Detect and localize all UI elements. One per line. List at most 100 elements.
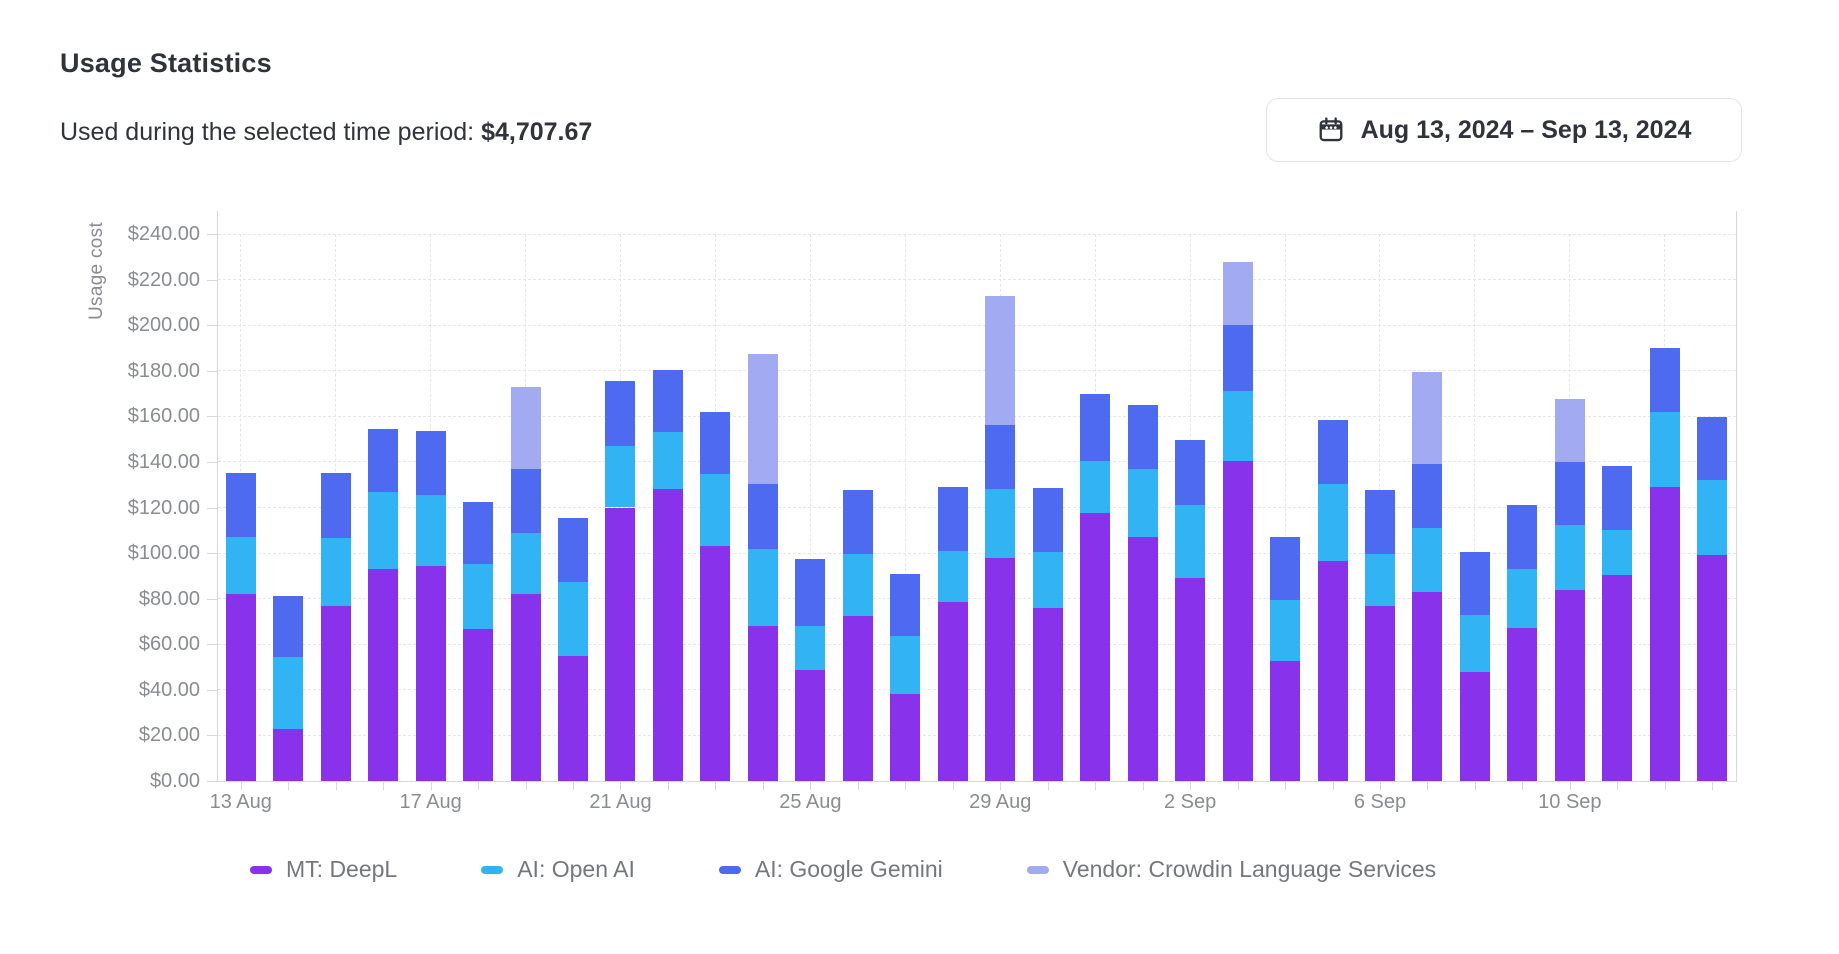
bar-segment-ai-google-gemini-22-aug[interactable] — [652, 369, 683, 433]
bar-segment-mt-deepl-19-aug[interactable] — [510, 594, 541, 781]
bar-segment-mt-deepl-26-aug[interactable] — [842, 615, 873, 781]
bar-segment-ai-google-gemini-4-sep[interactable] — [1270, 537, 1301, 600]
bar-segment-ai-open-ai-24-aug[interactable] — [747, 548, 778, 626]
bar-segment-mt-deepl-29-aug[interactable] — [985, 557, 1016, 781]
bar-segment-ai-open-ai-9-sep[interactable] — [1507, 569, 1538, 629]
bar-segment-ai-open-ai-23-aug[interactable] — [700, 474, 731, 547]
legend-item-mt-deepl[interactable]: MT: DeepL — [250, 856, 397, 883]
legend-item-vendor-crowdin-language-services[interactable]: Vendor: Crowdin Language Services — [1026, 856, 1436, 883]
bar-segment-ai-google-gemini-25-aug[interactable] — [795, 558, 826, 627]
bar-segment-mt-deepl-17-aug[interactable] — [415, 565, 446, 781]
bar-segment-ai-google-gemini-11-sep[interactable] — [1602, 466, 1633, 531]
bar-segment-ai-open-ai-27-aug[interactable] — [890, 636, 921, 695]
bar-segment-ai-open-ai-10-sep[interactable] — [1554, 524, 1585, 590]
bar-segment-ai-open-ai-13-sep[interactable] — [1697, 480, 1728, 556]
bar-segment-mt-deepl-31-aug[interactable] — [1080, 513, 1111, 781]
bar-segment-mt-deepl-4-sep[interactable] — [1270, 661, 1301, 781]
bar-segment-ai-open-ai-13-aug[interactable] — [225, 537, 256, 595]
bar-segment-mt-deepl-2-sep[interactable] — [1175, 578, 1206, 781]
bar-segment-mt-deepl-6-sep[interactable] — [1364, 605, 1395, 781]
bar-segment-mt-deepl-7-sep[interactable] — [1412, 591, 1443, 781]
bar-segment-mt-deepl-14-aug[interactable] — [273, 728, 304, 781]
bar-segment-ai-google-gemini-31-aug[interactable] — [1080, 393, 1111, 461]
bar-segment-mt-deepl-28-aug[interactable] — [937, 602, 968, 781]
bar-segment-ai-open-ai-1-sep[interactable] — [1127, 468, 1158, 538]
bar-segment-mt-deepl-12-sep[interactable] — [1649, 486, 1680, 781]
bar-segment-mt-deepl-27-aug[interactable] — [890, 694, 921, 781]
bar-segment-ai-open-ai-4-sep[interactable] — [1270, 599, 1301, 662]
bar-segment-ai-open-ai-22-aug[interactable] — [652, 432, 683, 490]
bar-segment-ai-google-gemini-8-sep[interactable] — [1459, 551, 1490, 615]
bar-segment-ai-open-ai-3-sep[interactable] — [1222, 391, 1253, 461]
bar-segment-vendor-crowdin-language-services-10-sep[interactable] — [1554, 399, 1585, 462]
bar-segment-ai-google-gemini-20-aug[interactable] — [558, 517, 589, 582]
bar-segment-ai-open-ai-16-aug[interactable] — [368, 491, 399, 570]
bar-segment-ai-google-gemini-29-aug[interactable] — [985, 425, 1016, 490]
bar-segment-mt-deepl-16-aug[interactable] — [368, 569, 399, 781]
bar-segment-ai-google-gemini-21-aug[interactable] — [605, 381, 636, 446]
bar-segment-mt-deepl-5-sep[interactable] — [1317, 561, 1348, 781]
bar-segment-ai-google-gemini-26-aug[interactable] — [842, 490, 873, 555]
bar-segment-mt-deepl-24-aug[interactable] — [747, 626, 778, 781]
bar-segment-vendor-crowdin-language-services-19-aug[interactable] — [510, 386, 541, 469]
bar-segment-ai-google-gemini-17-aug[interactable] — [415, 431, 446, 495]
bar-segment-ai-google-gemini-2-sep[interactable] — [1175, 440, 1206, 506]
bar-segment-ai-google-gemini-12-sep[interactable] — [1649, 347, 1680, 412]
bar-segment-ai-google-gemini-1-sep[interactable] — [1127, 404, 1158, 469]
bar-segment-ai-google-gemini-24-aug[interactable] — [747, 483, 778, 549]
bar-segment-mt-deepl-10-sep[interactable] — [1554, 589, 1585, 781]
bar-segment-ai-google-gemini-27-aug[interactable] — [890, 573, 921, 637]
bar-segment-ai-open-ai-5-sep[interactable] — [1317, 483, 1348, 562]
bar-segment-ai-open-ai-12-sep[interactable] — [1649, 411, 1680, 487]
bar-segment-ai-open-ai-28-aug[interactable] — [937, 550, 968, 603]
bar-segment-ai-google-gemini-30-aug[interactable] — [1032, 488, 1063, 552]
bar-segment-ai-open-ai-7-sep[interactable] — [1412, 528, 1443, 592]
legend-item-ai-open-ai[interactable]: AI: Open AI — [481, 856, 635, 883]
bar-segment-ai-open-ai-15-aug[interactable] — [320, 538, 351, 606]
bar-segment-ai-google-gemini-28-aug[interactable] — [937, 486, 968, 551]
bar-segment-ai-google-gemini-15-aug[interactable] — [320, 473, 351, 539]
bar-segment-ai-open-ai-26-aug[interactable] — [842, 554, 873, 616]
bar-segment-ai-google-gemini-5-sep[interactable] — [1317, 419, 1348, 484]
bar-segment-ai-open-ai-18-aug[interactable] — [463, 564, 494, 630]
bar-segment-ai-google-gemini-14-aug[interactable] — [273, 596, 304, 657]
bar-segment-mt-deepl-18-aug[interactable] — [463, 629, 494, 781]
bar-segment-vendor-crowdin-language-services-7-sep[interactable] — [1412, 371, 1443, 465]
bar-segment-ai-open-ai-17-aug[interactable] — [415, 494, 446, 566]
bar-segment-ai-open-ai-29-aug[interactable] — [985, 489, 1016, 558]
bar-segment-mt-deepl-8-sep[interactable] — [1459, 671, 1490, 781]
bar-segment-ai-open-ai-6-sep[interactable] — [1364, 554, 1395, 606]
bar-segment-ai-google-gemini-23-aug[interactable] — [700, 411, 731, 475]
bar-segment-ai-google-gemini-19-aug[interactable] — [510, 468, 541, 533]
bar-segment-ai-google-gemini-13-sep[interactable] — [1697, 417, 1728, 481]
bar-segment-mt-deepl-21-aug[interactable] — [605, 507, 636, 781]
bar-segment-ai-google-gemini-18-aug[interactable] — [463, 501, 494, 565]
bar-segment-ai-open-ai-19-aug[interactable] — [510, 532, 541, 595]
bar-segment-ai-google-gemini-3-sep[interactable] — [1222, 325, 1253, 392]
bar-segment-mt-deepl-22-aug[interactable] — [652, 489, 683, 781]
bar-segment-ai-open-ai-25-aug[interactable] — [795, 626, 826, 671]
bar-segment-mt-deepl-1-sep[interactable] — [1127, 537, 1158, 781]
date-range-picker-button[interactable]: Aug 13, 2024 – Sep 13, 2024 — [1266, 98, 1742, 162]
bar-segment-ai-google-gemini-7-sep[interactable] — [1412, 464, 1443, 528]
bar-segment-ai-google-gemini-16-aug[interactable] — [368, 428, 399, 492]
bar-segment-ai-google-gemini-9-sep[interactable] — [1507, 505, 1538, 570]
bar-segment-mt-deepl-3-sep[interactable] — [1222, 460, 1253, 781]
bar-segment-vendor-crowdin-language-services-24-aug[interactable] — [747, 353, 778, 484]
bar-segment-ai-open-ai-20-aug[interactable] — [558, 581, 589, 656]
bar-segment-mt-deepl-25-aug[interactable] — [795, 670, 826, 781]
bar-segment-ai-open-ai-30-aug[interactable] — [1032, 551, 1063, 608]
bar-segment-mt-deepl-13-sep[interactable] — [1697, 555, 1728, 781]
bar-segment-mt-deepl-9-sep[interactable] — [1507, 628, 1538, 781]
bar-segment-ai-open-ai-14-aug[interactable] — [273, 656, 304, 729]
bar-segment-ai-open-ai-8-sep[interactable] — [1459, 614, 1490, 672]
bar-segment-mt-deepl-15-aug[interactable] — [320, 605, 351, 781]
bar-segment-ai-open-ai-21-aug[interactable] — [605, 445, 636, 508]
bar-segment-ai-open-ai-2-sep[interactable] — [1175, 505, 1206, 579]
bar-segment-ai-google-gemini-6-sep[interactable] — [1364, 490, 1395, 555]
bar-segment-mt-deepl-11-sep[interactable] — [1602, 574, 1633, 781]
legend-item-ai-google-gemini[interactable]: AI: Google Gemini — [718, 856, 943, 883]
bar-segment-ai-google-gemini-10-sep[interactable] — [1554, 461, 1585, 525]
bar-segment-mt-deepl-30-aug[interactable] — [1032, 607, 1063, 781]
bar-segment-mt-deepl-23-aug[interactable] — [700, 546, 731, 781]
